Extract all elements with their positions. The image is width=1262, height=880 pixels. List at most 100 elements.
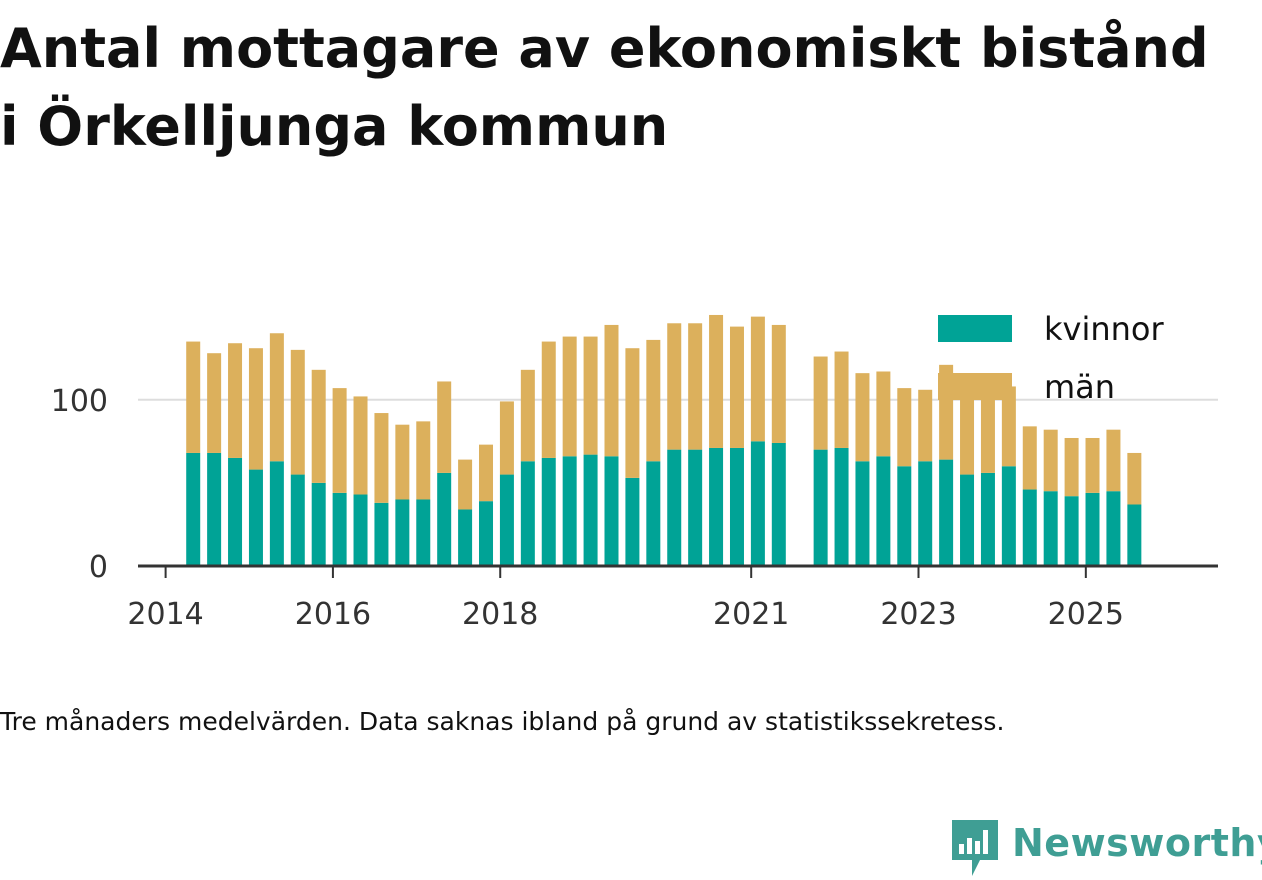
x-tick-label: 2021 [713,597,789,632]
bar-man [458,459,473,510]
bar-kvinnor [918,461,933,566]
bar-kvinnor [1022,489,1037,566]
bar-kvinnor [625,477,640,566]
bar-man [1064,437,1079,497]
bar-man [918,389,933,462]
bar-kvinnor [813,449,828,566]
bar-man [1001,386,1016,467]
bar-man [248,348,263,470]
y-tick-label: 100 [51,384,108,419]
bar-man [353,396,368,495]
bar-man [332,388,347,493]
bar-kvinnor [248,469,263,566]
bar-man [1022,426,1037,490]
bar-kvinnor [834,447,849,566]
bar-man [1085,437,1100,493]
bar-man [1127,452,1142,505]
x-tick-label: 2023 [880,597,956,632]
bar-man [207,353,222,453]
bar-kvinnor [228,457,243,566]
bar-kvinnor [939,459,954,566]
bar-man [269,333,284,462]
bar-kvinnor [855,461,870,566]
bar-man [604,324,619,457]
bar-kvinnor [1085,492,1100,566]
bar-man [311,369,326,483]
bar-kvinnor [1043,491,1058,566]
bar-kvinnor [186,452,201,566]
y-tick-label: 0 [89,550,108,585]
bar-kvinnor [458,509,473,566]
bar-kvinnor [1127,504,1142,566]
x-tick-label: 2014 [127,597,203,632]
bar-kvinnor [771,442,786,566]
chart-title: Antal mottagare av ekonomiskt bistånd i … [0,10,1262,166]
legend-label-man: män [1044,368,1115,406]
legend-swatch-kvinnor [938,315,1012,342]
bar-man [416,421,431,500]
bar-kvinnor [980,472,995,566]
bar-man [437,381,452,473]
bar-man [855,373,870,462]
bar-kvinnor [960,474,975,566]
bars [186,314,1142,566]
bar-kvinnor [269,461,284,566]
newsworthy-chart-icon [952,820,998,876]
bar-kvinnor [353,494,368,566]
bar-kvinnor [520,461,535,566]
bar-kvinnor [583,454,598,566]
bar-man [667,323,682,450]
bar-man [646,339,661,462]
axes: 0 100 2014 2016 2018 2021 2023 2025 [51,384,1218,632]
bar-kvinnor [416,499,431,566]
bar-kvinnor [667,449,682,566]
bar-man [813,356,828,450]
newsworthy-logo: Newsworthy [950,818,1262,880]
stacked-bar-chart: 0 100 2014 2016 2018 2021 2023 2025 kvinnor män [51,310,1218,632]
bar-kvinnor [750,441,765,566]
bar-man [625,348,640,478]
bar-kvinnor [479,501,494,566]
bar-kvinnor [311,482,326,566]
chart-title-line-1: Antal mottagare av ekonomiskt bistånd [0,17,1209,80]
bar-kvinnor [374,502,389,566]
bar-man [499,401,514,475]
bar-man [897,388,912,467]
bar-kvinnor [897,466,912,566]
bar-man [228,343,243,458]
bar-man [290,349,305,475]
bar-kvinnor [437,472,452,566]
bar-man [980,398,995,473]
bar-man [729,326,744,448]
bar-man [541,341,556,458]
bar-man [583,336,598,455]
x-tick-label: 2018 [462,597,538,632]
bar-man [876,371,891,457]
legend-swatch-man [938,373,1012,400]
bar-man [834,351,849,448]
bar-kvinnor [1106,491,1121,566]
bar-kvinnor [541,457,556,566]
legend: kvinnor män [938,310,1165,406]
x-tick-label: 2025 [1048,597,1124,632]
bar-man [960,393,975,475]
bar-kvinnor [499,474,514,566]
bar-kvinnor [709,447,724,566]
bar-man [395,424,410,500]
bar-man [520,369,535,462]
bar-man [562,336,577,457]
bar-man [186,341,201,453]
bar-man [1043,429,1058,492]
bar-kvinnor [604,456,619,566]
bar-kvinnor [729,447,744,566]
bar-kvinnor [1001,466,1016,566]
bar-man [374,413,389,503]
x-tick-label: 2016 [295,597,371,632]
bar-kvinnor [290,474,305,566]
bar-kvinnor [562,456,577,566]
bar-man [771,324,786,443]
chart-caption: Tre månaders medelvärden. Data saknas ib… [0,707,1005,736]
bar-kvinnor [207,452,222,566]
bar-man [709,314,724,448]
bar-kvinnor [1064,496,1079,566]
